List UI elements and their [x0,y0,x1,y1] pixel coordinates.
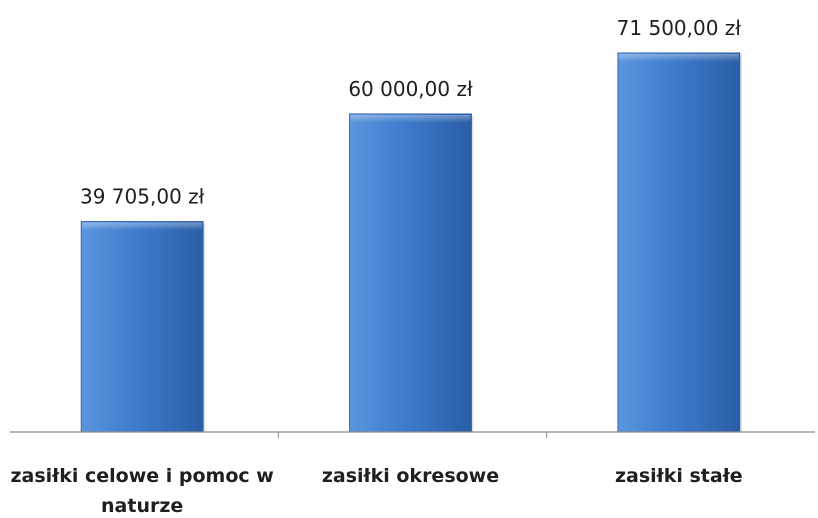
bar [80,221,204,433]
x-axis-ticks [277,432,548,438]
bar [349,113,472,433]
category-labels-group: zasiłki celowe i pomoc w naturze zasiłki o… [10,465,742,517]
bars-group [80,52,742,433]
category-label: zasiłki stałe [615,465,743,487]
bar-highlight [82,222,203,231]
bar-value-label: 39 705,00 zł [80,184,205,208]
bar-value-label: 71 500,00 zł [617,16,742,40]
category-label: zasiłki okresowe [322,465,499,487]
bar-highlight [350,114,471,123]
value-labels-group: 39 705,00 zł 60 000,00 zł 71 500,00 zł [80,16,741,209]
bar [617,52,741,433]
category-label: zasiłki celowe i pomoc w naturze [10,465,273,517]
bar-highlight [618,53,739,62]
bar-value-label: 60 000,00 zł [348,77,473,101]
